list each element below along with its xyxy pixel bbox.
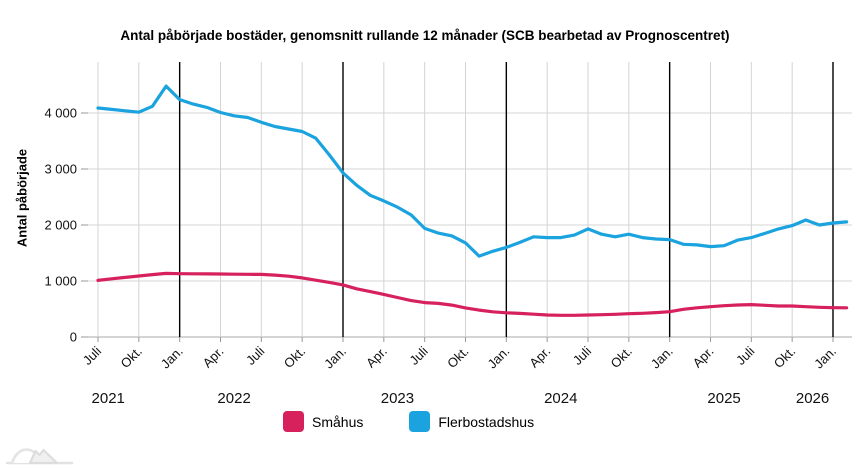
x-tick-label: Juli (406, 343, 430, 367)
y-tick-label: 4 000 (44, 106, 77, 121)
year-label: 2021 (92, 390, 125, 407)
year-label: 2022 (217, 390, 250, 407)
y-tick-label: 1 000 (44, 274, 77, 289)
x-tick-label: Apr. (363, 344, 390, 371)
year-label: 2026 (796, 390, 829, 407)
x-tick-label: Okt. (117, 344, 144, 371)
y-tick-label: 0 (70, 330, 77, 345)
x-tick-label: Juli (80, 343, 104, 367)
mountains-logo-icon (6, 448, 74, 465)
x-tick-label: Jan. (484, 344, 512, 372)
line-flerbostadshus (96, 84, 849, 258)
x-tick-label: Okt. (444, 344, 471, 371)
year-label: 2025 (707, 390, 740, 407)
legend-label-flerbostadshus: Flerbostadshus (438, 413, 535, 430)
flerbostadshus-color-swatch (409, 411, 431, 432)
x-tick-label: Apr. (200, 344, 227, 371)
x-tick-label: Jan. (321, 344, 349, 372)
legend-item-smahus[interactable]: Småhus (283, 411, 363, 432)
x-tick-label: Juli (570, 343, 594, 367)
smahus-color-swatch (283, 411, 304, 432)
series-layer (96, 84, 849, 317)
x-tick-label: Juli (733, 343, 757, 367)
x-tick-label: Jan. (811, 344, 839, 372)
x-tick-label: Apr. (690, 344, 717, 371)
x-tick-label: Apr. (526, 344, 553, 371)
x-tick-label: Okt. (281, 344, 308, 371)
x-tick-label: Okt. (771, 344, 798, 371)
legend-label-smahus: Småhus (312, 413, 364, 430)
y-tick-label: 2 000 (44, 218, 77, 233)
gridlines-layer (83, 62, 852, 338)
x-tick-label: Jan. (158, 344, 186, 372)
x-tick-label: Jan. (648, 344, 676, 372)
year-label: 2023 (381, 390, 414, 407)
legend-item-flerbostadshus[interactable]: Flerbostadshus (409, 411, 534, 432)
year-label: 2024 (544, 390, 577, 407)
y-tick-label: 3 000 (44, 162, 77, 177)
line-småhus (96, 271, 849, 317)
chart-title: Antal påbörjade bostäder, genomsnitt rul… (120, 28, 730, 43)
legend: Småhus Flerbostadshus (283, 411, 534, 432)
x-tick-label: Juli (243, 343, 267, 367)
axes-layer: 0 1 000 2 000 3 000 4 000 Juli Okt. Jan. Apr. Jul… (44, 106, 839, 407)
x-tick-label: Okt. (607, 344, 634, 371)
